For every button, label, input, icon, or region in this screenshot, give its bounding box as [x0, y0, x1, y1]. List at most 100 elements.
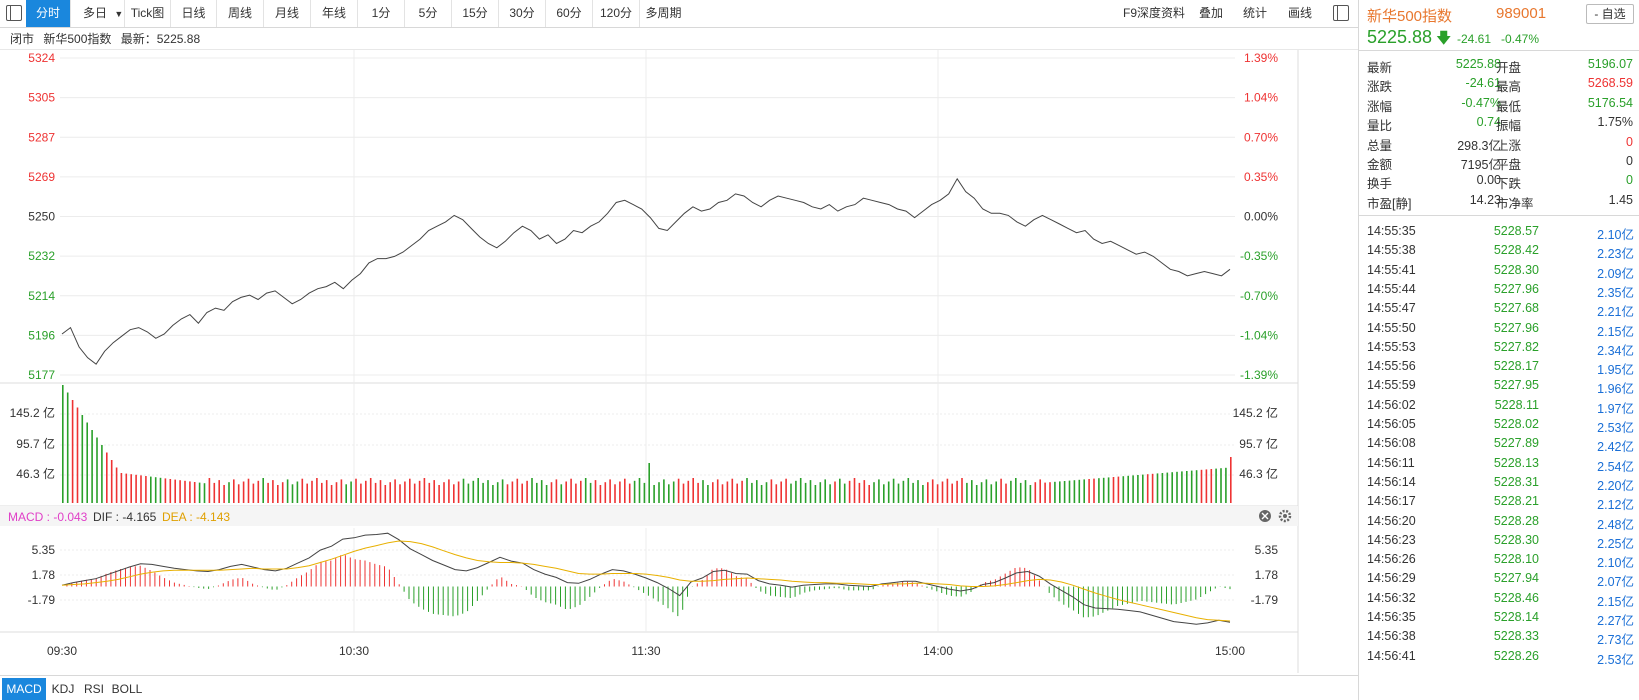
tab-boll[interactable]: BOLL	[111, 682, 143, 696]
tab-multi-day[interactable]: 多日 ▼	[71, 0, 125, 27]
volume-bar	[164, 478, 167, 503]
left-panel-toggle-icon[interactable]	[6, 5, 22, 21]
tick-volume: 2.25亿	[1597, 536, 1634, 551]
tab-weekly[interactable]: 周线	[217, 0, 264, 27]
volume-bar	[628, 483, 631, 503]
remove-watchlist-button[interactable]: - 自选	[1586, 4, 1634, 24]
volume-bar	[692, 478, 694, 503]
tick-row: 14:56:05 5228.02 2.53亿	[1359, 417, 1639, 436]
volume-bar	[697, 482, 699, 503]
volume-bar	[511, 481, 514, 503]
volume-bar	[262, 478, 264, 503]
volume-bar	[702, 480, 704, 503]
volume-bar	[267, 482, 269, 503]
tab-120min[interactable]: 120分	[593, 0, 640, 27]
f9-depth-button[interactable]: F9深度资料	[1122, 6, 1185, 20]
volume-bar	[1132, 475, 1134, 503]
volume-bar	[1176, 471, 1178, 503]
tick-volume: 2.48亿	[1597, 517, 1634, 532]
tick-row: 14:55:56 5228.17 1.95亿	[1359, 359, 1639, 378]
volume-bar	[242, 481, 245, 503]
volume-bar	[760, 485, 763, 503]
right-panel-toggle-icon[interactable]	[1333, 5, 1349, 21]
volume-bar	[589, 482, 592, 503]
tab-daily[interactable]: 日线	[171, 0, 217, 27]
macd-tick-label-right: -1.79	[1251, 593, 1279, 607]
volume-bar	[804, 482, 807, 503]
volume-bar	[584, 478, 587, 503]
tab-1min[interactable]: 1分	[358, 0, 405, 27]
volume-bar	[506, 484, 509, 503]
volume-bar	[71, 400, 74, 503]
volume-bar	[379, 480, 382, 503]
index-code: 989001	[1496, 5, 1547, 22]
close-macd-icon[interactable]	[1259, 510, 1271, 522]
tick-time: 14:55:35	[1367, 224, 1416, 238]
tab-15min[interactable]: 15分	[452, 0, 499, 27]
volume-bar	[668, 484, 670, 503]
tick-row: 14:55:59 5227.95 1.96亿	[1359, 378, 1639, 397]
price-tick-label: 5214	[28, 289, 55, 303]
tab-monthly[interactable]: 月线	[264, 0, 311, 27]
tick-price: 5228.10	[1493, 552, 1539, 567]
volume-bar	[892, 478, 895, 503]
volume-bar	[560, 484, 563, 503]
tab-yearly[interactable]: 年线	[311, 0, 358, 27]
volume-bar	[770, 479, 773, 503]
volume-bar	[868, 485, 870, 503]
period-toolbar: 分时 多日 ▼ Tick图 日线 周线 月线 年线 1分 5分 15分 30分 …	[0, 0, 1358, 28]
price-line	[61, 177, 1231, 365]
volume-bar	[1230, 457, 1232, 503]
volume-bar	[741, 480, 743, 503]
volume-bar	[457, 481, 460, 503]
volume-bar	[721, 484, 724, 503]
volume-bar	[912, 482, 914, 503]
time-axis: 09:30 10:30 11:30 14:00 15:00	[47, 644, 1245, 658]
volume-bar	[839, 478, 841, 503]
statistics-button[interactable]: 统计	[1242, 6, 1267, 20]
price-tick-label: 5250	[28, 210, 55, 224]
volume-bar	[198, 482, 201, 503]
price-tick-label: 5305	[28, 91, 55, 105]
volume-bar	[394, 479, 396, 503]
price-tick-label: 5232	[28, 249, 55, 263]
gear-icon[interactable]	[1278, 509, 1292, 523]
volume-bar	[936, 484, 939, 503]
tab-tick[interactable]: Tick图	[125, 0, 171, 27]
tab-30min[interactable]: 30分	[499, 0, 546, 27]
quote-label: 最新	[1367, 61, 1393, 75]
tab-fenshi[interactable]: 分时	[26, 0, 71, 27]
tab-multi-period[interactable]: 多周期	[645, 6, 682, 20]
overlay-button[interactable]: 叠加	[1198, 6, 1223, 20]
volume-bar	[917, 480, 919, 503]
quote-label: 量比	[1367, 119, 1393, 134]
tab-60min[interactable]: 60分	[546, 0, 593, 27]
time-tick-label: 15:00	[1215, 644, 1245, 658]
draw-line-button[interactable]: 画线	[1287, 6, 1312, 20]
intraday-chart[interactable]: 5324 5305 5287 5269 5250 5232 5214 5196 …	[0, 50, 1358, 673]
market-status: 闭市	[10, 32, 35, 46]
tab-kdj[interactable]: KDJ	[51, 682, 75, 696]
tick-row: 14:56:32 5228.46 2.15亿	[1359, 591, 1639, 610]
tick-volume: 2.20亿	[1597, 478, 1634, 493]
volume-bar	[716, 479, 719, 503]
tick-price: 5228.31	[1493, 474, 1539, 489]
volume-bar	[1063, 481, 1066, 503]
volume-bar	[638, 478, 641, 503]
volume-bar	[682, 483, 685, 503]
tick-row: 14:56:17 5228.21 2.12亿	[1359, 494, 1639, 513]
volume-bar	[663, 479, 665, 503]
tick-row: 14:56:11 5228.13 2.54亿	[1359, 456, 1639, 475]
volume-bar	[536, 482, 538, 503]
down-arrow-icon: 🡇	[1436, 30, 1452, 47]
tab-macd[interactable]: MACD	[2, 678, 46, 700]
volume-bar	[384, 485, 387, 503]
volume-bar	[1112, 477, 1115, 503]
volume-bar	[228, 482, 230, 503]
tab-5min[interactable]: 5分	[405, 0, 452, 27]
quote-value: 1.45	[1608, 192, 1633, 207]
quote-label: 下跌	[1496, 177, 1522, 192]
tab-rsi[interactable]: RSI	[83, 682, 104, 696]
tick-volume: 2.73亿	[1597, 633, 1634, 648]
volume-bar	[1127, 475, 1129, 503]
